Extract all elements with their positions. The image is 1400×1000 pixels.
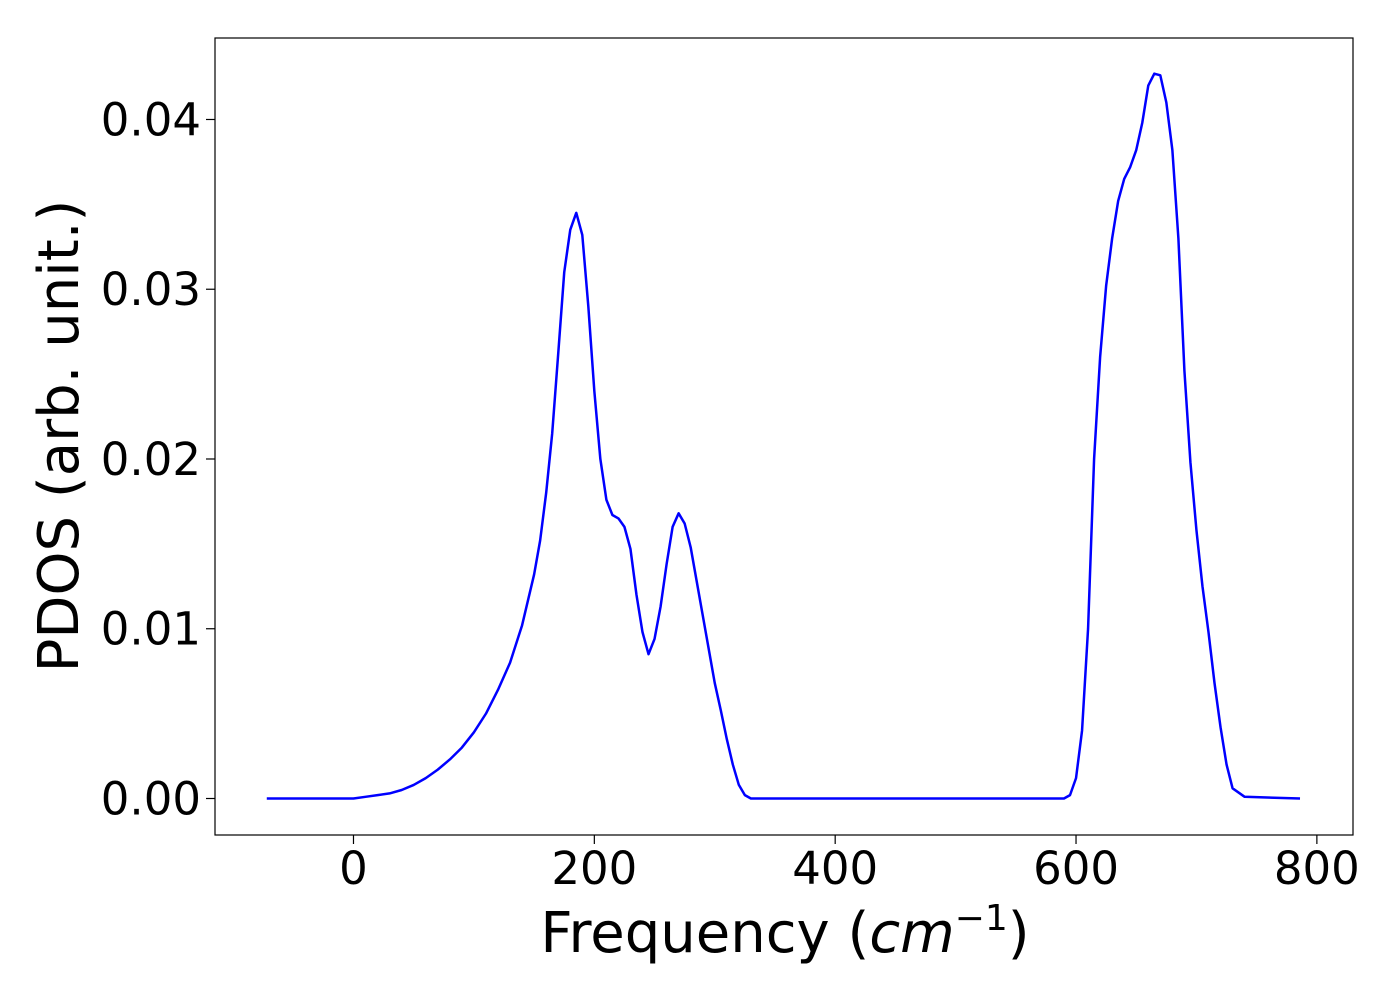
y-axis-ticks: 0.00 0.01 0.02 0.03 0.04 <box>101 93 215 826</box>
x-axis-label-exponent: −1 <box>955 898 1008 939</box>
plot-frame <box>214 37 1354 836</box>
y-axis-label: PDOS (arb. unit.) <box>27 200 92 673</box>
x-axis-label: Frequency (cm−1) <box>540 898 1029 966</box>
x-axis-label-suffix: ) <box>1008 901 1030 966</box>
x-tick-label: 800 <box>1274 842 1360 895</box>
x-axis-label-unit: cm <box>869 901 954 966</box>
y-tick-label: 0.00 <box>101 773 201 826</box>
x-axis-label-prefix: Frequency ( <box>540 901 869 966</box>
x-tick-label: 400 <box>792 842 878 895</box>
y-tick-label: 0.04 <box>101 93 201 146</box>
y-tick-label: 0.01 <box>101 603 201 656</box>
y-tick-label: 0.02 <box>101 433 201 486</box>
x-axis-ticks: 0 200 400 600 800 <box>339 835 1360 895</box>
x-tick-label: 600 <box>1033 842 1119 895</box>
y-tick-label: 0.03 <box>101 263 201 316</box>
x-tick-label: 0 <box>339 842 368 895</box>
series-line <box>266 72 1301 800</box>
x-tick-label: 200 <box>551 842 637 895</box>
